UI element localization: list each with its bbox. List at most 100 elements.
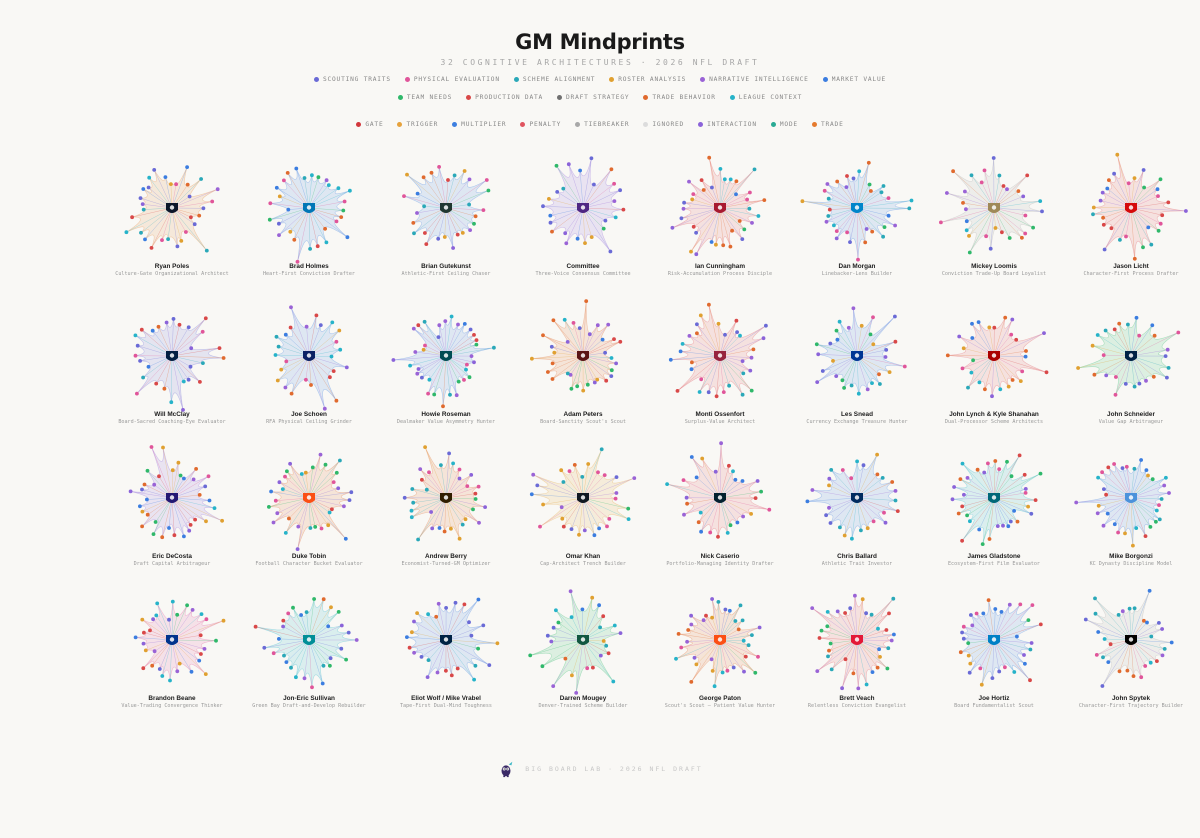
mindprint-node	[568, 373, 573, 377]
mindprint-node	[709, 657, 714, 662]
mindprint-spoke	[445, 639, 458, 669]
mindprint-spoke	[993, 175, 1028, 209]
mindprint-node	[531, 472, 536, 477]
mindprint-node	[621, 207, 626, 212]
mindprint-node	[870, 670, 875, 674]
cardinals-logo-icon	[714, 351, 726, 361]
mindprint-spoke	[582, 497, 610, 520]
mindprint-spoke	[952, 497, 995, 500]
mindprint-node	[181, 379, 186, 384]
mindprint-node	[435, 670, 440, 675]
mindprint-node	[177, 661, 182, 666]
mindprint-node	[599, 447, 604, 452]
mindprint-node	[1098, 198, 1103, 203]
legend-item-trigger: TRIGGER	[397, 121, 438, 128]
mindprint-node	[1148, 525, 1153, 529]
mindprint-spoke	[677, 355, 721, 392]
mindprint-node	[416, 323, 421, 328]
mindprint-node	[318, 452, 323, 457]
mindprint-node	[1169, 640, 1174, 645]
mindprint-spoke	[445, 207, 484, 211]
mindprint-spoke	[166, 322, 173, 357]
mindprint-node	[267, 217, 272, 222]
mindprint-spoke	[1093, 207, 1132, 209]
mindprint-node	[716, 534, 720, 539]
mindprint-node	[875, 472, 880, 477]
mindprint-spoke	[993, 207, 1010, 239]
mindprint-node	[471, 507, 475, 512]
mindprint-spoke	[856, 171, 860, 209]
mindprint-spoke	[130, 491, 173, 499]
mindprint-node	[842, 533, 847, 538]
mindprint-spoke	[672, 207, 721, 229]
mindprint-node	[484, 178, 489, 182]
mindprint-node	[210, 199, 215, 204]
mindprint-node	[328, 375, 332, 380]
mindprint-node	[815, 669, 820, 673]
mindprint-node	[1176, 330, 1181, 335]
mindprint-glyph	[267, 166, 352, 264]
mindprint-spoke	[582, 497, 629, 520]
mindprint-node	[1010, 317, 1015, 322]
mindprint-node	[585, 382, 590, 387]
mindprint-spoke	[993, 461, 1008, 499]
mindprint-spoke	[270, 203, 310, 209]
legend-dot-icon	[313, 77, 319, 82]
mindprint-spoke	[690, 207, 721, 252]
mindprint-node	[146, 185, 151, 190]
mindprint-node	[856, 391, 861, 396]
mindprint-node	[893, 223, 897, 228]
mindprint-spoke	[719, 491, 762, 499]
mindprint-node	[282, 178, 286, 183]
mindprint-spoke	[574, 464, 584, 499]
gm-name: John Lynch & Kyle Shanahan	[949, 411, 1039, 418]
mindprint-node	[689, 367, 694, 372]
mindprint-node	[699, 377, 704, 382]
mindprint-node	[140, 202, 145, 206]
mindprint-node	[151, 617, 155, 622]
mindprint-spoke	[683, 207, 721, 210]
legend-item-ignored: IGNORED	[643, 121, 684, 128]
mindprint-spoke	[1130, 497, 1157, 522]
mindprint-node	[883, 355, 888, 359]
mindprint-spoke	[168, 497, 173, 529]
mindprint-node	[1134, 526, 1139, 530]
mindprint-spoke	[171, 207, 178, 247]
mindprint-node	[457, 467, 462, 472]
gm-name: Mike Borgonzi	[1109, 553, 1153, 560]
mindprint-spoke	[582, 355, 612, 377]
mindprint-node	[191, 477, 196, 482]
mindprint-node	[199, 652, 203, 656]
mindprint-node	[200, 329, 205, 334]
mindprint-spoke	[854, 595, 858, 641]
mindprint-node	[945, 191, 949, 195]
mindprint-node	[1012, 670, 1017, 674]
mindprint-node	[130, 215, 134, 220]
mindprint-spoke	[719, 355, 743, 395]
mindprint-spoke	[409, 639, 447, 648]
mindprint-node	[1076, 366, 1080, 370]
mindprint-node	[547, 197, 551, 201]
mindprint-glyph	[133, 316, 226, 412]
mindprint-spoke	[1130, 317, 1137, 357]
mindprint-spoke	[856, 355, 881, 385]
mindprint-node	[577, 326, 582, 330]
mindprint-node	[740, 237, 745, 241]
mindprint-node	[960, 366, 965, 371]
mindprint-node	[749, 388, 754, 393]
mindprint-node	[415, 191, 420, 196]
mindprint-node	[745, 197, 749, 202]
mindprint-node	[876, 626, 880, 631]
mindprint-spoke	[856, 497, 868, 529]
mindprint-node	[283, 474, 287, 479]
mindprint-node	[734, 318, 739, 323]
mindprint-node	[800, 199, 805, 204]
mindprint-node	[434, 614, 439, 619]
mindprint-spoke	[856, 465, 864, 499]
mindprint-node	[1156, 228, 1161, 233]
legend-label: PENALTY	[529, 121, 562, 128]
mindprint-node	[161, 445, 165, 450]
mindprint-spoke	[153, 169, 173, 209]
mindprint-node	[1003, 665, 1007, 670]
mindprint-node	[198, 380, 202, 384]
